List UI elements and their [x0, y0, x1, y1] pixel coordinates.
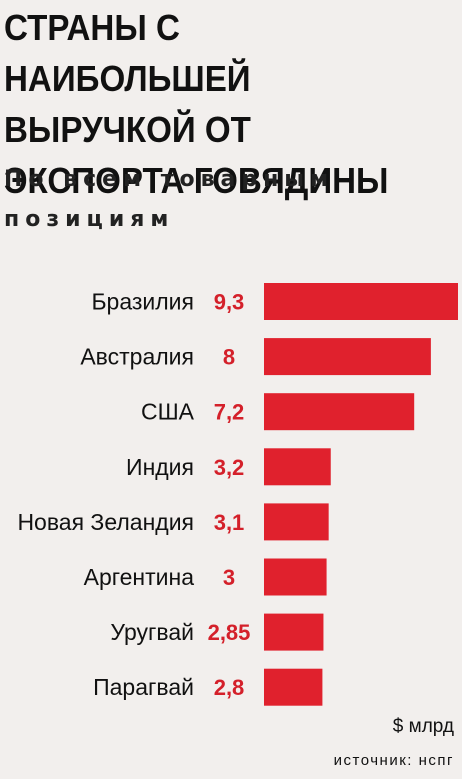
source-note: источник: нспг: [333, 752, 454, 769]
bar-chart: Бразилия 9,3 Австралия 8 США 7,2 Индия 3,2 Новая…: [17, 283, 458, 706]
category-label: Индия: [126, 454, 194, 480]
category-label: США: [141, 399, 195, 425]
category-label: Бразилия: [91, 289, 194, 315]
category-label: Парагвай: [93, 674, 194, 700]
bar: [264, 668, 323, 706]
bar: [264, 448, 331, 486]
value-label: 9,3: [214, 290, 245, 315]
unit-label: $ млрд: [392, 716, 454, 737]
bar: [264, 283, 458, 320]
bar: [264, 338, 431, 376]
value-label: 2,8: [214, 675, 245, 700]
chart-title: СТРАНЫ С НАИБОЛЬШЕЙ ВЫРУЧКОЙ ОТ ЭКСПОРТА…: [4, 7, 389, 201]
bar: [264, 558, 327, 596]
category-label: Аргентина: [84, 564, 195, 590]
category-label: Уругвай: [110, 619, 194, 645]
bar: [264, 393, 415, 431]
bar: [264, 613, 324, 651]
bar: [264, 503, 329, 541]
category-label: Новая Зеландия: [17, 509, 194, 535]
value-label: 8: [223, 345, 235, 370]
category-label: Австралия: [80, 344, 194, 370]
value-label: 7,2: [214, 400, 245, 425]
chart-subtitle: По всем товарным позициям: [4, 167, 335, 232]
value-label: 3,1: [214, 510, 245, 535]
value-label: 2,85: [208, 620, 251, 645]
value-label: 3: [223, 565, 235, 590]
value-label: 3,2: [214, 455, 245, 480]
